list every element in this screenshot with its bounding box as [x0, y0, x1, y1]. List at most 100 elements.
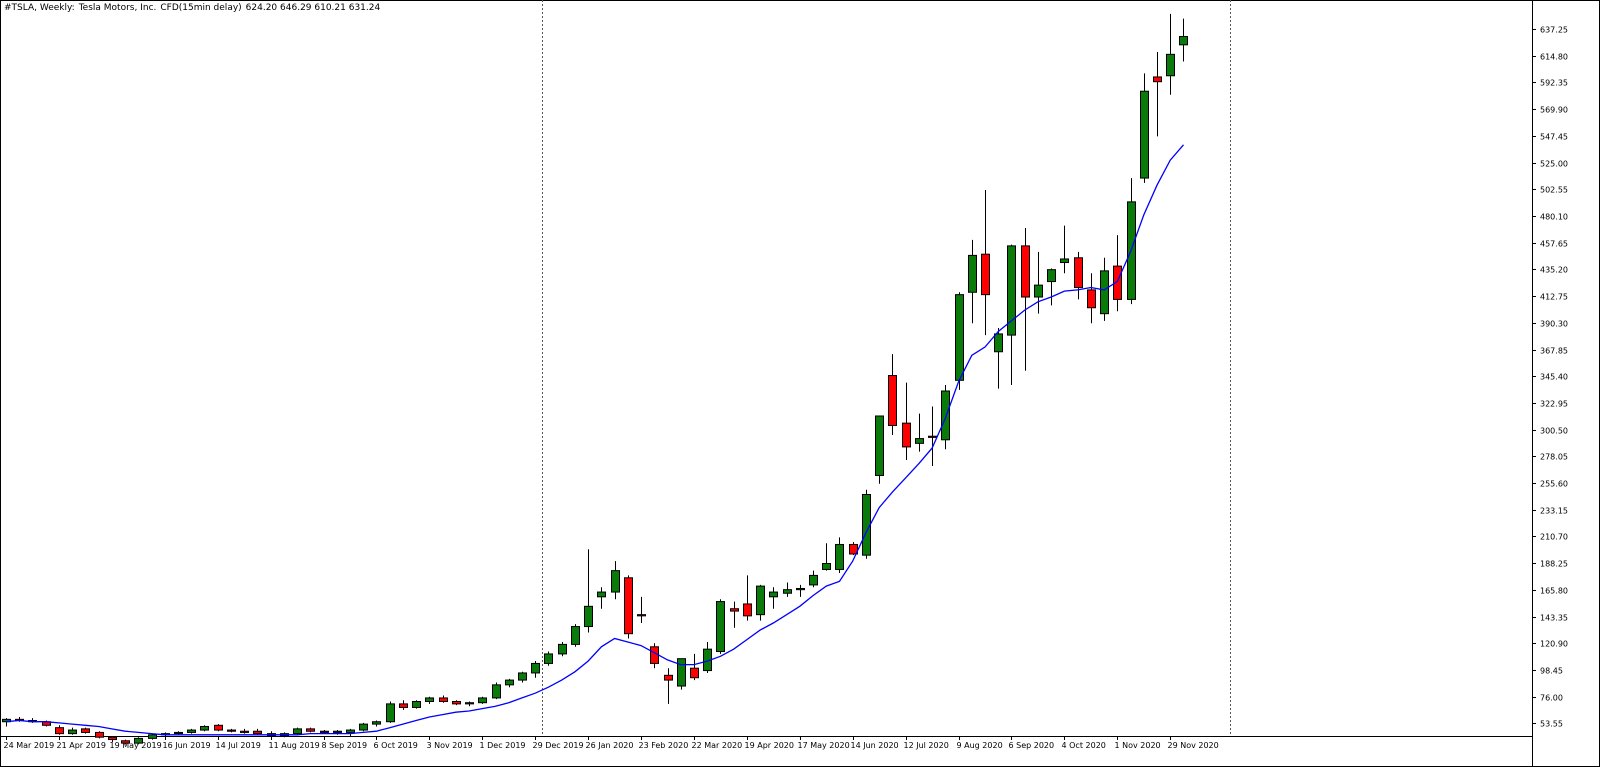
candle-bullish: [1179, 18, 1188, 62]
candle-bullish: [968, 239, 977, 324]
candle-bearish: [637, 596, 646, 623]
candle-bullish: [677, 658, 686, 690]
candle-bullish: [346, 728, 355, 736]
candle-body: [333, 730, 342, 733]
candle-body: [835, 543, 844, 570]
candle-body: [359, 723, 368, 731]
price-tick-label: 165.80: [1540, 587, 1568, 596]
candle-body: [531, 662, 540, 674]
price-tick-label: 390.30: [1540, 320, 1568, 329]
candle-bullish: [412, 700, 421, 709]
candle-body: [95, 731, 104, 738]
candle-bearish: [743, 575, 752, 621]
candle-body: [1007, 245, 1016, 336]
candle-bearish: [928, 406, 937, 466]
candle-bullish: [611, 561, 620, 600]
candle-bullish: [425, 696, 434, 704]
candle-bullish: [1007, 244, 1016, 386]
candle-body: [1113, 265, 1122, 300]
price-tick-label: 480.10: [1540, 213, 1568, 222]
candle-bearish: [1021, 228, 1030, 371]
candle-body: [571, 626, 580, 645]
moving-average-line: [5, 144, 1184, 736]
candle-body: [994, 333, 1003, 353]
candle-bullish: [796, 584, 805, 597]
candle-bullish: [386, 701, 395, 723]
candle-bearish: [650, 643, 659, 669]
price-tick-label: 367.85: [1540, 347, 1568, 356]
price-tick-label: 525.00: [1540, 160, 1568, 169]
candle-bearish: [888, 354, 897, 436]
candle-body: [769, 591, 778, 598]
candle-bullish: [134, 737, 143, 745]
candle-body: [1179, 35, 1188, 46]
candle-bearish: [95, 731, 104, 739]
candle-body: [624, 577, 633, 635]
candle-body: [306, 728, 315, 732]
candle-bearish: [108, 736, 117, 742]
candle-body: [637, 614, 646, 617]
candle-body: [399, 703, 408, 708]
candle-body: [1060, 258, 1069, 264]
candle-body: [55, 727, 64, 735]
candle-body: [1021, 245, 1030, 298]
candle-body: [716, 601, 725, 653]
candle-bearish: [624, 575, 633, 639]
candle-bullish: [584, 549, 593, 633]
candle-body: [690, 667, 699, 679]
price-tick-label: 457.65: [1540, 240, 1568, 249]
candle-body: [1100, 270, 1109, 315]
candle-bullish: [597, 587, 606, 609]
price-tick-label: 435.20: [1540, 266, 1568, 275]
candle-bearish: [81, 727, 90, 734]
price-tick-label: 547.45: [1540, 133, 1568, 142]
candle-body: [597, 591, 606, 598]
candle-body: [968, 254, 977, 293]
candle-bullish: [783, 582, 792, 597]
price-tick-label: 502.55: [1540, 186, 1568, 195]
candle-body: [1034, 284, 1043, 298]
candle-body: [452, 701, 461, 705]
instrument-name: Tesla Motors, Inc.: [78, 3, 157, 13]
candle-bullish: [1034, 251, 1043, 314]
candle-bullish: [756, 584, 765, 621]
candle-bearish: [214, 724, 223, 732]
candle-bearish: [227, 728, 236, 733]
candle-bullish: [1060, 225, 1069, 274]
candle-body: [465, 702, 474, 705]
ohlc-readout: 624.20 646.29 610.21 631.24: [245, 3, 381, 13]
candle-bullish: [492, 682, 501, 700]
candle-body: [425, 697, 434, 703]
candle-bullish: [994, 327, 1003, 389]
candle-bearish: [452, 700, 461, 706]
candle-body: [227, 729, 236, 732]
candle-body: [148, 734, 157, 739]
candle-bearish: [902, 382, 911, 461]
time-tick-label: 24 Mar 2019: [4, 741, 55, 750]
candle-bullish: [187, 728, 196, 734]
candle-bullish: [571, 624, 580, 647]
candle-bullish: [862, 489, 871, 559]
candle-bullish: [875, 415, 884, 484]
candle-bearish: [121, 739, 130, 745]
candle-bullish: [835, 537, 844, 574]
time-tick-label: 1 Nov 2020: [1115, 741, 1161, 750]
candle-body: [187, 729, 196, 733]
candle-body: [412, 701, 421, 708]
candle-bearish: [849, 542, 858, 556]
candle-body: [68, 729, 77, 735]
price-tick-label: 98.45: [1540, 667, 1563, 676]
price-tick-label: 412.75: [1540, 293, 1568, 302]
candle-body: [81, 728, 90, 733]
chart-header: #TSLA, Weekly: Tesla Motors, Inc. CFD(15mi…: [4, 3, 384, 13]
candle-bullish: [809, 570, 818, 588]
time-tick-label: 11 Aug 2019: [269, 741, 320, 750]
cfd-label: CFD(15min delay): [160, 3, 242, 13]
time-tick-label: 22 Mar 2020: [692, 741, 743, 750]
candle-body: [822, 563, 831, 570]
time-tick-label: 14 Jun 2020: [851, 741, 899, 750]
time-tick-label: 1 Dec 2019: [480, 741, 526, 750]
candle-body: [253, 730, 262, 735]
